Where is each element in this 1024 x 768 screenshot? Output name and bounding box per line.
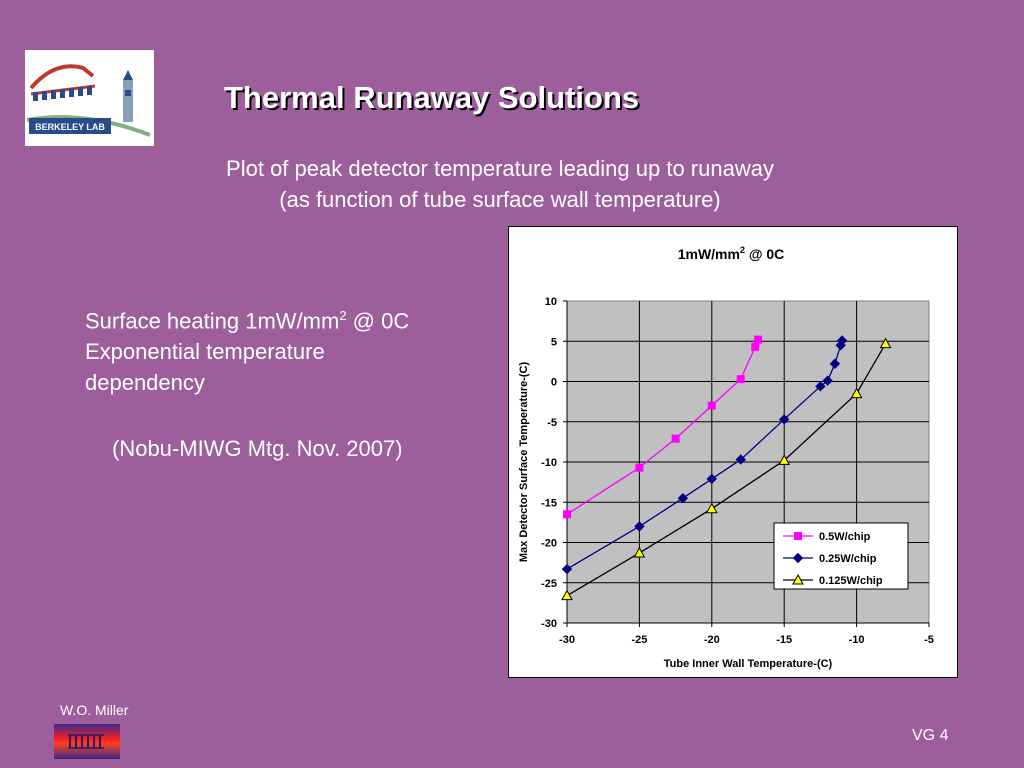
triangle-series-point (561, 589, 573, 601)
citation: (Nobu-MIWG Mtg. Nov. 2007) (112, 436, 403, 461)
legend-swatch-marker (794, 532, 802, 540)
chart-title: 1mW/mm2 @ 0C (678, 245, 785, 262)
bullet-line-1-tail: @ 0C (346, 308, 410, 334)
diamond-series-point (778, 414, 790, 425)
diamond-series (561, 335, 848, 575)
x-tick-label: -5 (924, 634, 934, 646)
triangle-series-point (705, 502, 718, 514)
bullet-line-2: Exponential temperature (85, 339, 325, 365)
x-tick-label: -30 (559, 634, 575, 646)
square-series-point (751, 342, 760, 351)
square-series (563, 335, 763, 519)
legend-swatch-marker (792, 573, 804, 585)
subtitle-line-2: (as function of tube surface wall temper… (279, 187, 721, 212)
x-tick-label: -25 (631, 634, 647, 646)
x-axis-label: Tube Inner Wall Temperature-(C) (664, 658, 833, 670)
slide-subtitle: Plot of peak detector temperature leadin… (160, 153, 840, 215)
bullet-line-1: Surface heating 1mW/mm2 @ 0C (85, 300, 505, 336)
footer-logo (54, 724, 120, 759)
legend-label: 0.5W/chip (819, 531, 871, 543)
author-name: W.O. Miller (60, 702, 129, 718)
y-tick-label: 0 (551, 377, 557, 389)
legend-label: 0.25W/chip (819, 553, 877, 565)
subtitle-line-1: Plot of peak detector temperature leadin… (226, 156, 774, 181)
bullet-line-1-text: Surface heating 1mW/mm (85, 308, 340, 334)
diamond-series-point (706, 473, 718, 485)
square-series-point (563, 510, 571, 519)
diamond-series-point (836, 335, 848, 346)
triangle-series-line (566, 343, 887, 597)
x-tick-label: -15 (776, 634, 792, 646)
triangle-series-point (778, 454, 791, 465)
square-series-point (707, 401, 716, 410)
y-tick-label: -5 (547, 417, 557, 429)
y-tick-label: -20 (541, 538, 557, 550)
square-series-point (736, 375, 745, 384)
diamond-series-point (634, 521, 645, 532)
y-tick-label: -25 (541, 578, 557, 590)
y-tick-label: 5 (551, 336, 557, 348)
y-axis-label: Max Detector Surface Temperature-(C) (518, 362, 530, 563)
legend-swatch-marker (792, 552, 804, 564)
diamond-series-point (822, 375, 833, 386)
y-tick-label: -30 (541, 618, 557, 630)
x-tick-label: -20 (704, 634, 720, 646)
slide-number: VG 4 (912, 727, 949, 744)
triangle-series (561, 337, 892, 601)
axes: -30 -25 -20 -15 -10 -5 10 5 0 -5 -10 -15 -20 -25 -30 (541, 296, 934, 646)
legend-label: 0.125W/chip (819, 575, 883, 587)
bullet-text: Surface heating 1mW/mm2 @ 0C Exponential… (85, 300, 505, 398)
diamond-series-point (815, 381, 826, 392)
triangle-series-point (879, 337, 892, 349)
square-series-point (635, 463, 644, 472)
line-chart: 1mW/mm2 @ 0C -30 -25 -20 -15 -10 -51050-5-10-… (518, 245, 934, 670)
triangle-series-point (850, 387, 863, 399)
x-tick-label: -10 (849, 634, 865, 646)
square-series-point (671, 434, 680, 443)
y-tick-label: 10 (545, 296, 557, 308)
triangle-series-point (633, 546, 646, 558)
square-series-point (754, 335, 763, 344)
legend: 0.5W/chip 0.25W/chip 0.125W/chip (773, 522, 909, 590)
berkeley-lab-logo: BERKELEY LAB (25, 50, 154, 146)
y-tick-label: -10 (541, 457, 557, 469)
bullet-line-1-sup: 2 (339, 308, 347, 323)
series-group (561, 335, 892, 601)
diamond-series-point (561, 563, 573, 575)
diamond-series-point (735, 454, 746, 465)
logo-text: BERKELEY LAB (35, 122, 105, 132)
chart-panel: 1mW/mm2 @ 0C -30 -25 -20 -15 -10 -5 10 5 0 -5 -10-… (508, 226, 958, 678)
bullet-line-3: dependency (85, 370, 205, 396)
slide-title: Thermal Runaway Solutions (224, 80, 640, 115)
y-tick-label: -15 (541, 497, 557, 509)
diamond-series-point (829, 358, 841, 369)
diamond-series-point (677, 493, 689, 504)
